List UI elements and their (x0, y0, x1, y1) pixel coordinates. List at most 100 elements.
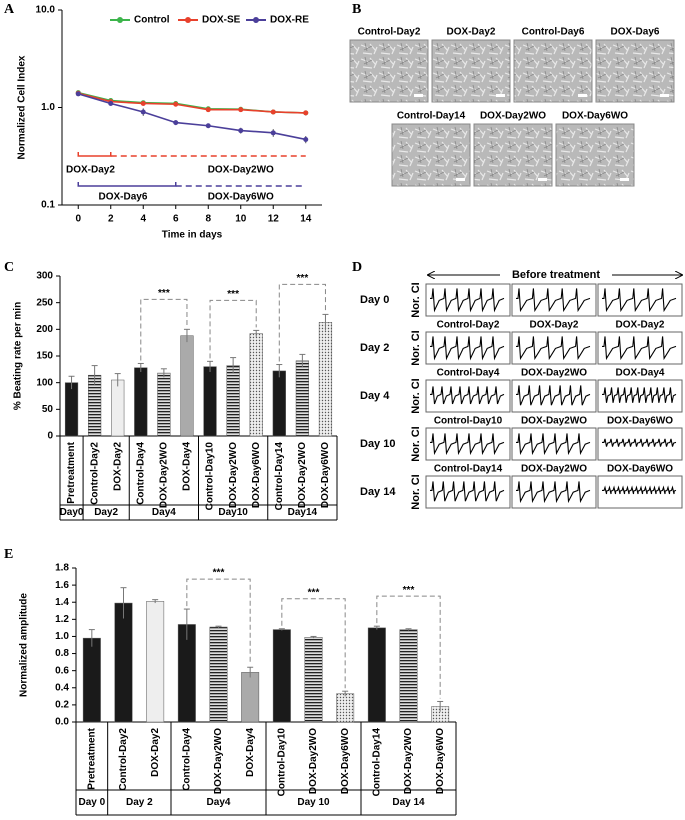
y-tick-label: 100 (36, 377, 53, 388)
x-tick-label: DOX-Day6WO (435, 728, 446, 794)
legend-label: Control (134, 15, 170, 26)
y-tick-label: 0.0 (55, 717, 69, 728)
bar (180, 335, 194, 437)
significance-bracket (209, 299, 257, 359)
image-label: DOX-Day6WO (562, 111, 628, 122)
trace-box (597, 331, 683, 365)
column-label: DOX-Day4 (616, 368, 665, 379)
y-tick-label: 1.0 (55, 631, 69, 642)
row-label: Day 4 (360, 390, 390, 402)
data-point (205, 123, 211, 129)
bracket (77, 182, 177, 187)
scale-bar (414, 94, 423, 97)
micrograph (555, 123, 635, 187)
x-tick-label: Control-Day4 (135, 442, 146, 505)
panel-letter: E (4, 547, 13, 562)
legend-label: DOX-RE (270, 15, 309, 26)
image-label: Control-Day2 (358, 27, 421, 38)
column-label: Control-Day14 (434, 464, 503, 475)
y-tick-label: 50 (42, 404, 54, 415)
annotation: DOX-Day6WO (208, 192, 274, 203)
annotation: DOX-Day6 (99, 192, 148, 203)
trace (430, 288, 505, 313)
y-label: Nor. CI (410, 282, 422, 317)
scale-bar (496, 94, 505, 97)
bar (367, 627, 386, 723)
y-tick-label: 10.0 (36, 5, 56, 16)
x-tick-label: Control-Day14 (371, 728, 382, 797)
bar (249, 333, 263, 437)
x-axis-title: Time in days (162, 230, 223, 241)
legend-marker (253, 17, 259, 23)
scale-bar (456, 178, 465, 181)
trace (516, 433, 591, 456)
bar (318, 322, 333, 437)
x-tick-label: 4 (140, 214, 146, 225)
scale-bar (620, 178, 629, 181)
significance-bracket (281, 598, 346, 689)
trace (602, 336, 677, 361)
image-label: Control-Day14 (397, 111, 466, 122)
trace-box (511, 475, 597, 509)
data-point (140, 109, 146, 115)
bar (209, 626, 228, 723)
column-label: Control-Day10 (434, 416, 503, 427)
trace-box (597, 379, 683, 413)
trace-box (597, 427, 683, 461)
micrograph (473, 123, 553, 187)
data-point (270, 130, 276, 136)
bar (272, 370, 286, 437)
row-label: Day 0 (360, 294, 389, 306)
trace (430, 433, 505, 456)
group-label: Day 10 (297, 797, 330, 808)
bar (241, 672, 260, 723)
header: Before treatment (512, 269, 600, 281)
y-tick-label: 0.6 (55, 665, 69, 676)
x-tick-label: Pretreatment (86, 727, 97, 789)
column-label: DOX-Day2WO (521, 464, 587, 475)
scale-bar (660, 94, 669, 97)
y-tick-label: 1.6 (55, 580, 69, 591)
trace (516, 481, 591, 504)
x-tick-label: Control-Day10 (205, 442, 216, 511)
trace (430, 386, 505, 405)
column-label: DOX-Day6WO (607, 464, 673, 475)
trace (430, 336, 505, 361)
y-tick-label: 0 (47, 431, 53, 442)
y-tick-label: 0.8 (55, 648, 69, 659)
panel-letter: A (4, 2, 15, 17)
column-label: DOX-Day2 (616, 320, 665, 331)
y-label: Nor. CI (410, 426, 422, 461)
x-tick-label: Control-Day14 (274, 442, 285, 511)
micrograph (513, 39, 593, 103)
significance-label: *** (227, 289, 239, 300)
column-label: Control-Day2 (437, 320, 500, 331)
y-label: Nor. CI (410, 330, 422, 365)
data-point (173, 101, 179, 107)
bar (82, 637, 101, 723)
trace (602, 288, 677, 313)
x-tick-label: DOX-Day4 (182, 442, 193, 491)
y-tick-label: 300 (36, 271, 53, 282)
x-tick-label: 0 (75, 214, 81, 225)
group-label: Day0 (60, 507, 84, 518)
y-tick-label: 250 (36, 297, 53, 308)
group-label: Day 14 (392, 797, 425, 808)
data-point (108, 100, 114, 106)
bar (203, 366, 217, 437)
trace (430, 481, 505, 502)
trace (516, 336, 591, 361)
y-tick-label: 1.0 (41, 102, 55, 113)
y-tick-label: 150 (36, 351, 53, 362)
panel-letter: C (4, 260, 14, 275)
y-label: Nor. CI (410, 378, 422, 413)
bar (399, 629, 418, 723)
series-line (78, 92, 306, 114)
bar (272, 629, 291, 723)
x-tick-label: 12 (268, 214, 280, 225)
x-tick-label: 10 (235, 214, 247, 225)
x-tick-label: DOX-Day2WO (228, 442, 239, 508)
significance-label: *** (158, 288, 170, 299)
legend-marker (185, 17, 191, 23)
y-tick-label: 0.4 (55, 682, 69, 693)
